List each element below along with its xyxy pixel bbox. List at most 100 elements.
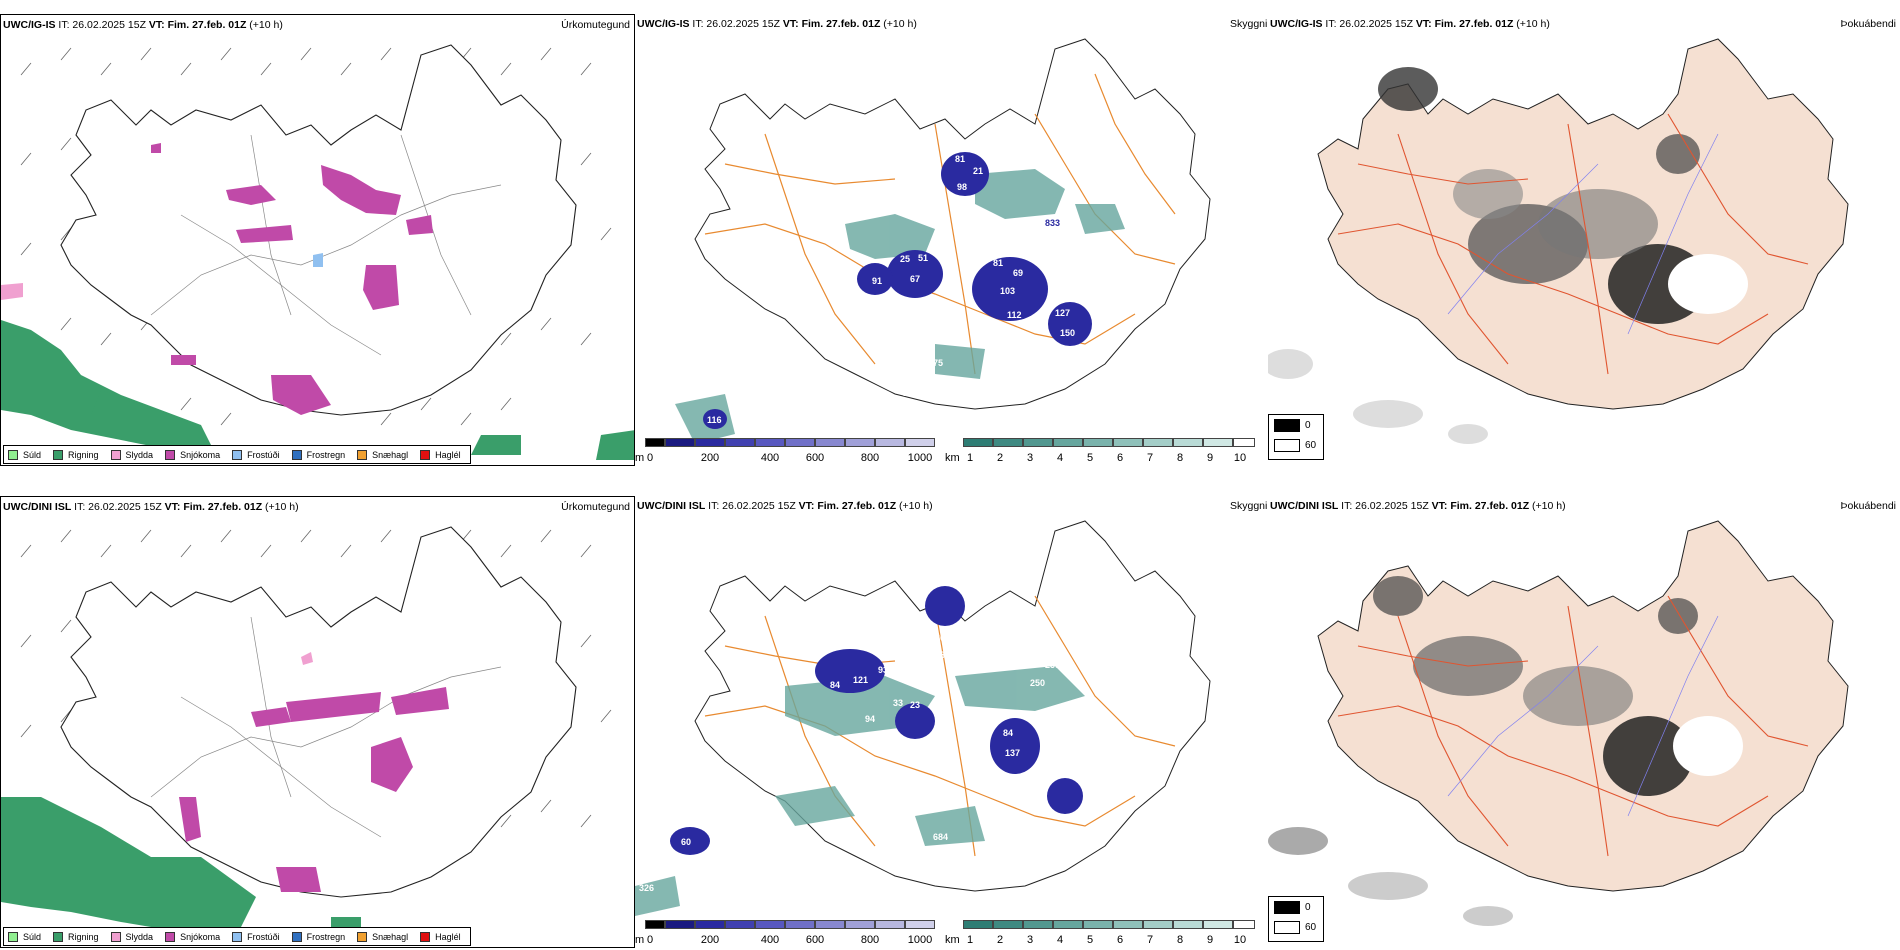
- precip-legend: Súld Rigning Slydda Snjókoma Frostúði Fr…: [3, 445, 471, 464]
- svg-text:69: 69: [1013, 268, 1023, 278]
- svg-text:112: 112: [1007, 310, 1022, 320]
- precip-areas: [1, 143, 634, 460]
- fog-legend: 0 60: [1268, 414, 1324, 460]
- svg-text:150: 150: [1060, 328, 1075, 338]
- svg-text:21: 21: [973, 166, 983, 176]
- legend-item: Súld: [8, 449, 41, 460]
- svg-text:107: 107: [903, 388, 918, 398]
- legend-item: Frostúði: [232, 931, 280, 942]
- svg-text:23: 23: [910, 700, 920, 710]
- fog-index-panel-top: UWC/IG-IS IT: 26.02.2025 15Z VT: Fim. 27…: [1268, 14, 1900, 466]
- road-network: [150, 616, 502, 838]
- svg-text:68: 68: [1007, 710, 1017, 720]
- svg-text:77: 77: [925, 386, 935, 396]
- panel-title: UWC/IG-IS IT: 26.02.2025 15Z VT: Fim. 27…: [637, 18, 917, 30]
- svg-text:127: 127: [1055, 308, 1070, 318]
- precip-map-bottom: [1, 526, 612, 942]
- svg-text:150: 150: [907, 368, 922, 378]
- svg-text:249: 249: [910, 846, 925, 856]
- svg-text:116: 116: [707, 415, 722, 425]
- visibility-colorbar: km 1 2 3 4 5 6 7 8 9 10: [945, 916, 1260, 946]
- field-name: Úrkomutegund: [561, 19, 630, 31]
- ceiling-areas: [670, 586, 1083, 855]
- legend-item: Frostregn: [291, 931, 345, 942]
- ceiling-visibility-panel-bottom: 80 81 93 121 84 33 23 53 94 68 84 259 25…: [635, 496, 1265, 948]
- svg-text:121: 121: [853, 675, 868, 685]
- ceiling-map-bottom: 80 81 93 121 84 33 23 53 94 68 84 259 25…: [635, 520, 1211, 916]
- ceiling-values: 81 21 98 91 833 25 51 91 67 81 69 103 11…: [707, 154, 1075, 425]
- fog-areas: [1268, 576, 1743, 926]
- fog-areas: [1268, 67, 1748, 444]
- rivers: [1447, 615, 1719, 817]
- legend-item: Frostregn: [291, 449, 345, 460]
- iceland-outline: [60, 44, 577, 416]
- svg-text:84: 84: [907, 866, 917, 876]
- panel-title: UWC/IG-IS IT: 26.02.2025 15Z VT: Fim. 27…: [3, 19, 283, 31]
- panel-title: UWC/DINI ISL IT: 26.02.2025 15Z VT: Fim.…: [637, 500, 933, 512]
- panel-title: UWC/IG-IS IT: 26.02.2025 15Z VT: Fim. 27…: [1270, 18, 1550, 30]
- precip-map-top: [1, 44, 634, 460]
- ceiling-visibility-panel-top: 81 21 98 91 833 25 51 91 67 81 69 103 11…: [635, 14, 1265, 466]
- legend-item: Haglél: [420, 449, 461, 460]
- svg-text:100: 100: [1053, 750, 1068, 760]
- svg-text:33: 33: [893, 698, 903, 708]
- svg-text:51: 51: [918, 253, 928, 263]
- svg-text:250: 250: [1030, 678, 1045, 688]
- svg-text:80: 80: [935, 633, 945, 643]
- rivers: [1447, 133, 1719, 335]
- svg-text:684: 684: [933, 832, 948, 842]
- fog-legend: 0 60: [1268, 896, 1324, 942]
- svg-text:75: 75: [933, 358, 943, 368]
- svg-text:152: 152: [1060, 766, 1075, 776]
- svg-text:91: 91: [872, 276, 882, 286]
- svg-text:94: 94: [865, 714, 875, 724]
- svg-text:137: 137: [1005, 748, 1020, 758]
- field-name: Þokuábendi: [1840, 500, 1896, 512]
- legend-item: Frostúði: [232, 449, 280, 460]
- precip-areas: [1, 652, 449, 942]
- svg-text:103: 103: [1000, 286, 1015, 296]
- legend-item: Súld: [8, 931, 41, 942]
- legend-item: Slydda: [110, 931, 153, 942]
- svg-text:259: 259: [1045, 660, 1060, 670]
- svg-text:67: 67: [910, 274, 920, 284]
- fog-map-bottom: [1268, 520, 1849, 926]
- legend-item: Haglél: [420, 931, 461, 942]
- svg-text:91: 91: [871, 184, 881, 194]
- fog-map-top: [1268, 38, 1849, 444]
- visibility-colorbar: km 1 2 3 4 5 6 7 8 9 10: [945, 434, 1260, 464]
- panel-title: UWC/DINI ISL IT: 26.02.2025 15Z VT: Fim.…: [3, 501, 299, 513]
- ceiling-colorbar: m 0 200 400 600 800 1000: [635, 434, 945, 464]
- svg-text:53: 53: [937, 702, 947, 712]
- svg-text:81: 81: [955, 154, 965, 164]
- svg-text:95: 95: [795, 828, 805, 838]
- svg-text:71: 71: [913, 342, 923, 352]
- svg-text:84: 84: [830, 680, 840, 690]
- road-network: [1337, 595, 1809, 857]
- svg-text:93: 93: [878, 665, 888, 675]
- legend-item: Snjókoma: [165, 449, 220, 460]
- legend-item: Rigning: [53, 449, 99, 460]
- svg-text:98: 98: [957, 182, 967, 192]
- legend-item: Snæhagl: [357, 449, 408, 460]
- field-name-skyggni: Skyggni: [1230, 500, 1268, 512]
- field-name: Úrkomutegund: [561, 501, 630, 513]
- ceiling-values: 80 81 93 121 84 33 23 53 94 68 84 259 25…: [639, 633, 1075, 893]
- legend-item: Rigning: [53, 931, 99, 942]
- svg-text:81: 81: [940, 650, 950, 660]
- ceiling-areas: [703, 152, 1092, 429]
- precip-legend: Súld Rigning Slydda Snjókoma Frostúði Fr…: [3, 927, 471, 946]
- legend-item: Snæhagl: [357, 931, 408, 942]
- svg-text:81: 81: [993, 258, 1003, 268]
- panel-title: UWC/DINI ISL IT: 26.02.2025 15Z VT: Fim.…: [1270, 500, 1566, 512]
- ceiling-colorbar: m 0 200 400 600 800 1000: [635, 916, 945, 946]
- ceiling-map-top: 81 21 98 91 833 25 51 91 67 81 69 103 11…: [675, 38, 1211, 444]
- road-network: [1337, 113, 1809, 375]
- fog-index-panel-bottom: UWC/DINI ISL IT: 26.02.2025 15Z VT: Fim.…: [1268, 496, 1900, 948]
- legend-item: Snjókoma: [165, 931, 220, 942]
- field-name: Þokuábendi: [1840, 18, 1896, 30]
- precip-type-panel-top: UWC/IG-IS IT: 26.02.2025 15Z VT: Fim. 27…: [0, 14, 635, 466]
- svg-text:60: 60: [681, 837, 691, 847]
- field-name-skyggni: Skyggni: [1230, 18, 1268, 30]
- legend-item: Slydda: [110, 449, 153, 460]
